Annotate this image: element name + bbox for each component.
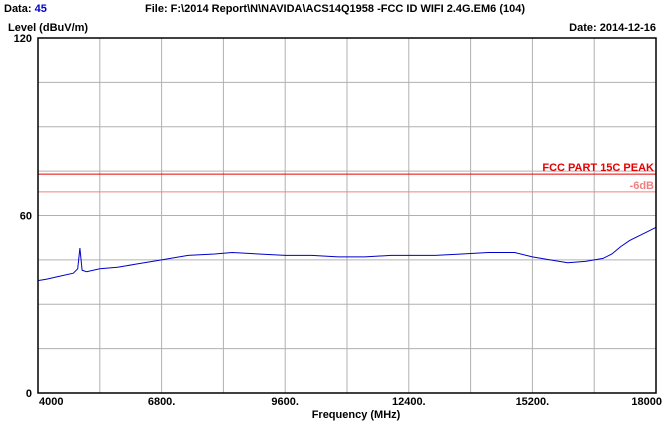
data-series-line bbox=[37, 226, 657, 282]
data-label: Data: 45 bbox=[4, 3, 47, 15]
x-tick-label: 12400. bbox=[392, 396, 426, 408]
data-value: 45 bbox=[34, 3, 47, 15]
plot-frame bbox=[37, 37, 657, 394]
x-tick-label: 9600. bbox=[271, 396, 299, 408]
y-tick-label: 0 bbox=[26, 388, 32, 400]
limit-line-label: FCC PART 15C PEAK bbox=[542, 162, 654, 174]
y-tick-label: 120 bbox=[14, 33, 32, 45]
limit-line-label: -6dB bbox=[630, 180, 655, 192]
x-tick-label: 18000 bbox=[631, 396, 662, 408]
x-axis-label: Frequency (MHz) bbox=[312, 409, 401, 421]
y-axis-label: Level (dBuV/m) bbox=[8, 22, 89, 34]
date-label: Date: 2014-12-16 bbox=[569, 22, 656, 34]
y-tick-label: 60 bbox=[20, 211, 32, 223]
x-tick-label: 4000 bbox=[39, 396, 63, 408]
x-tick-label: 6800. bbox=[148, 396, 176, 408]
x-tick-label: 15200. bbox=[516, 396, 550, 408]
file-path-title: File: F:\2014 Report\N\NAVIDA\ACS14Q1958… bbox=[145, 3, 525, 15]
